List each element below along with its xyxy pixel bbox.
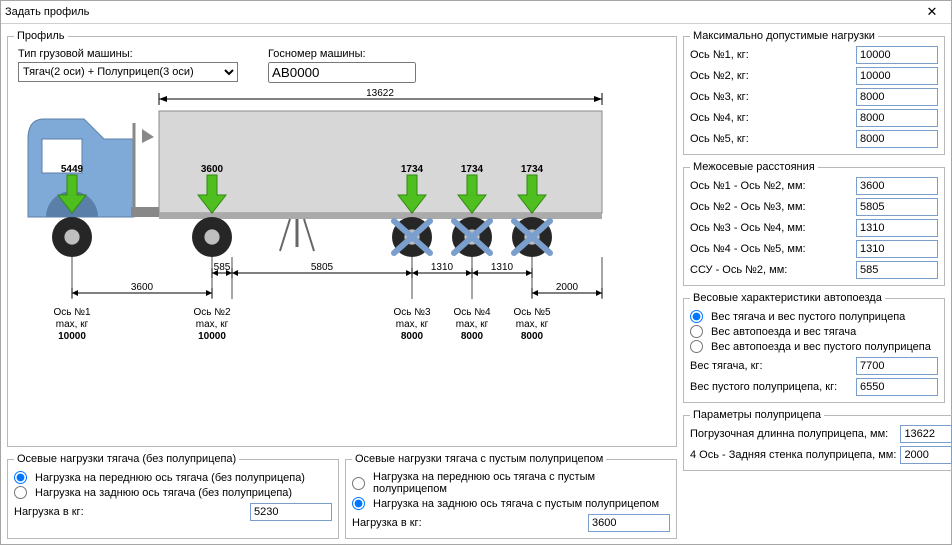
svg-text:max, кг: max, кг [456, 319, 489, 330]
spacing-input-5[interactable] [856, 261, 938, 279]
tractor-load-label: Нагрузка в кг: [14, 506, 246, 518]
spacing-input-1[interactable] [856, 177, 938, 195]
svg-text:10000: 10000 [58, 331, 86, 342]
profile-fieldset: Профиль Тип грузовой машины: Тягач(2 оси… [7, 30, 677, 447]
tractor-load-rear-label: Нагрузка на заднюю ось тягача (без полуп… [35, 487, 292, 499]
window-title: Задать профиль [5, 6, 917, 18]
weights-opt1-label: Вес тягача и вес пустого полуприцепа [711, 311, 905, 323]
svg-text:3600: 3600 [201, 164, 224, 175]
maxload-label: Ось №2, кг: [690, 70, 852, 82]
truck-type-label: Тип грузовой машины: [18, 48, 238, 60]
spacing-label: Ось №4 - Ось №5, мм: [690, 243, 852, 255]
svg-text:max, кг: max, кг [396, 319, 429, 330]
trailer-axle4-input[interactable] [900, 446, 952, 464]
plate-label: Госномер машины: [268, 48, 416, 60]
tractor-weight-input[interactable] [856, 357, 938, 375]
weights-opt2-label: Вес автопоезда и вес тягача [711, 326, 856, 338]
trailer-axle4-label: 4 Ось - Задняя стенка полуприцепа, мм: [690, 449, 896, 461]
empty-load-rear-radio[interactable] [352, 497, 365, 510]
maxload-input-2[interactable] [856, 67, 938, 85]
weights-opt3-label: Вес автопоезда и вес пустого полуприцепа [711, 341, 931, 353]
svg-text:Ось №4: Ось №4 [453, 307, 490, 318]
svg-text:8000: 8000 [401, 331, 424, 342]
spacing-label: Ось №1 - Ось №2, мм: [690, 180, 852, 192]
spacing-input-2[interactable] [856, 198, 938, 216]
svg-text:5805: 5805 [311, 262, 334, 273]
spacing-input-3[interactable] [856, 219, 938, 237]
maxload-input-1[interactable] [856, 46, 938, 64]
tractor-loads-legend: Осевые нагрузки тягача (без полуприцепа) [14, 453, 239, 465]
svg-text:5449: 5449 [61, 164, 84, 175]
maxload-input-5[interactable] [856, 130, 938, 148]
svg-text:1734: 1734 [521, 164, 544, 175]
svg-text:max, кг: max, кг [196, 319, 229, 330]
empty-loads-legend: Осевые нагрузки тягача с пустым полуприц… [352, 453, 606, 465]
profile-legend: Профиль [14, 30, 68, 42]
spacing-label: ССУ - Ось №2, мм: [690, 264, 852, 276]
svg-text:585: 585 [214, 262, 231, 273]
spacing-label: Ось №2 - Ось №3, мм: [690, 201, 852, 213]
maxload-input-3[interactable] [856, 88, 938, 106]
svg-text:Ось №5: Ось №5 [513, 307, 550, 318]
weights-legend: Весовые характеристики автопоезда [690, 292, 885, 304]
tractor-load-input[interactable] [250, 503, 332, 521]
maxload-label: Ось №1, кг: [690, 49, 852, 61]
empty-load-front-label: Нагрузка на переднюю ось тягача с пустым… [373, 471, 670, 495]
svg-text:1310: 1310 [491, 262, 514, 273]
trailer-params-fieldset: Параметры полуприцепа Погрузочная длинна… [683, 409, 952, 471]
trailer-params-legend: Параметры полуприцепа [690, 409, 824, 421]
svg-text:1734: 1734 [401, 164, 424, 175]
empty-load-rear-label: Нагрузка на заднюю ось тягача с пустым п… [373, 498, 659, 510]
close-icon[interactable]: ✕ [917, 4, 947, 20]
plate-input[interactable] [268, 62, 416, 83]
svg-text:2000: 2000 [556, 282, 579, 293]
tractor-loads-fieldset: Осевые нагрузки тягача (без полуприцепа)… [7, 453, 339, 539]
truck-type-select[interactable]: Тягач(2 оси) + Полуприцеп(3 оси) [18, 62, 238, 82]
spacing-label: Ось №3 - Ось №4, мм: [690, 222, 852, 234]
spacings-fieldset: Межосевые расстояния Ось №1 - Ось №2, мм… [683, 161, 945, 286]
spacing-input-4[interactable] [856, 240, 938, 258]
weights-fieldset: Весовые характеристики автопоезда Вес тя… [683, 292, 945, 403]
svg-text:1310: 1310 [431, 262, 454, 273]
maxload-input-4[interactable] [856, 109, 938, 127]
svg-text:13622: 13622 [366, 88, 394, 99]
tractor-weight-label: Вес тягача, кг: [690, 360, 852, 372]
weights-opt2-radio[interactable] [690, 325, 703, 338]
maxload-label: Ось №3, кг: [690, 91, 852, 103]
svg-text:Ось №3: Ось №3 [393, 307, 430, 318]
max-loads-fieldset: Максимально допустимые нагрузки Ось №1, … [683, 30, 945, 155]
weights-opt3-radio[interactable] [690, 340, 703, 353]
empty-loads-fieldset: Осевые нагрузки тягача с пустым полуприц… [345, 453, 677, 539]
svg-text:8000: 8000 [461, 331, 484, 342]
svg-text:3600: 3600 [131, 282, 154, 293]
maxload-label: Ось №4, кг: [690, 112, 852, 124]
empty-load-label: Нагрузка в кг: [352, 517, 584, 529]
empty-load-input[interactable] [588, 514, 670, 532]
truck-diagram: 13622 [14, 87, 670, 357]
maxload-label: Ось №5, кг: [690, 133, 852, 145]
empty-load-front-radio[interactable] [352, 477, 365, 490]
svg-text:10000: 10000 [198, 331, 226, 342]
max-loads-legend: Максимально допустимые нагрузки [690, 30, 878, 42]
tractor-load-front-radio[interactable] [14, 471, 27, 484]
svg-text:max, кг: max, кг [56, 319, 89, 330]
weights-opt1-radio[interactable] [690, 310, 703, 323]
svg-text:1734: 1734 [461, 164, 484, 175]
tractor-load-rear-radio[interactable] [14, 486, 27, 499]
tractor-load-front-label: Нагрузка на переднюю ось тягача (без пол… [35, 472, 305, 484]
svg-text:Ось №1: Ось №1 [53, 307, 90, 318]
spacings-legend: Межосевые расстояния [690, 161, 818, 173]
trailer-weight-input[interactable] [856, 378, 938, 396]
trailer-weight-label: Вес пустого полуприцепа, кг: [690, 381, 852, 393]
svg-text:Ось №2: Ось №2 [193, 307, 230, 318]
trailer-length-label: Погрузочная длинна полуприцепа, мм: [690, 428, 896, 440]
svg-text:max, кг: max, кг [516, 319, 549, 330]
svg-text:8000: 8000 [521, 331, 544, 342]
trailer-length-input[interactable] [900, 425, 952, 443]
titlebar: Задать профиль ✕ [1, 1, 951, 24]
